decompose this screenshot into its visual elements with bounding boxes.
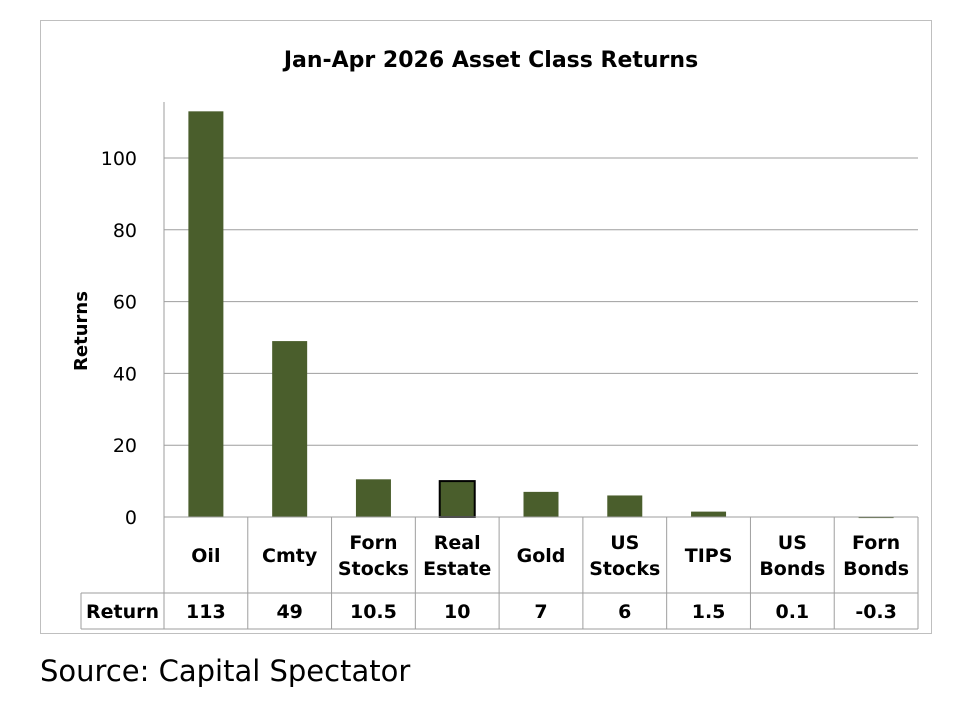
value-cell: 113	[186, 601, 226, 623]
bar-chart: Jan-Apr 2026 Asset Class Returns Returns…	[71, 48, 919, 630]
bar	[438, 480, 476, 519]
category-label: Forn	[852, 532, 900, 554]
value-cell: 10.5	[350, 601, 397, 623]
chart-frame: Jan-Apr 2026 Asset Class Returns Returns…	[40, 20, 932, 634]
category-label: Estate	[423, 558, 491, 580]
source-note: Source: Capital Spectator	[40, 654, 411, 688]
value-cell: 7	[534, 601, 547, 623]
y-tick-labels: 0 20 40 60 80 100	[101, 148, 137, 529]
y-tick-label: 80	[113, 220, 137, 242]
bar	[691, 511, 727, 517]
value-cell: 6	[618, 601, 631, 623]
y-tick-label: 20	[113, 435, 137, 457]
value-cell: -0.3	[855, 601, 897, 623]
category-label: US	[610, 532, 639, 554]
y-axis-label: Returns	[71, 291, 92, 371]
value-cell: 10	[444, 601, 470, 623]
category-label: Stocks	[589, 558, 660, 580]
data-table: Oil Cmty Forn Stocks Real Estate Gold US Stocks T…	[80, 516, 919, 630]
value-cell: 0.1	[775, 601, 809, 623]
category-label: Gold	[517, 545, 566, 567]
category-label: US	[778, 532, 807, 554]
category-label: Bonds	[759, 558, 825, 580]
y-tick-label: 0	[125, 507, 137, 529]
y-tick-label: 100	[101, 148, 137, 170]
category-label: TIPS	[685, 545, 733, 567]
bar	[272, 341, 308, 517]
category-label: Stocks	[338, 558, 409, 580]
value-cell: 1.5	[692, 601, 726, 623]
category-label: Cmty	[262, 545, 318, 567]
chart-title: Jan-Apr 2026 Asset Class Returns	[282, 48, 698, 73]
y-tick-label: 60	[113, 292, 137, 314]
category-label: Bonds	[843, 558, 909, 580]
bar	[355, 479, 391, 517]
y-tick-label: 40	[113, 363, 137, 385]
bar	[607, 495, 643, 517]
bars	[188, 111, 894, 519]
value-cell: 49	[276, 601, 302, 623]
bar	[188, 111, 224, 517]
bar	[523, 491, 559, 517]
category-label: Oil	[191, 545, 220, 567]
bar	[858, 517, 894, 519]
series-name-cell: Return	[86, 601, 159, 623]
category-label: Forn	[349, 532, 397, 554]
category-label: Real	[434, 532, 481, 554]
